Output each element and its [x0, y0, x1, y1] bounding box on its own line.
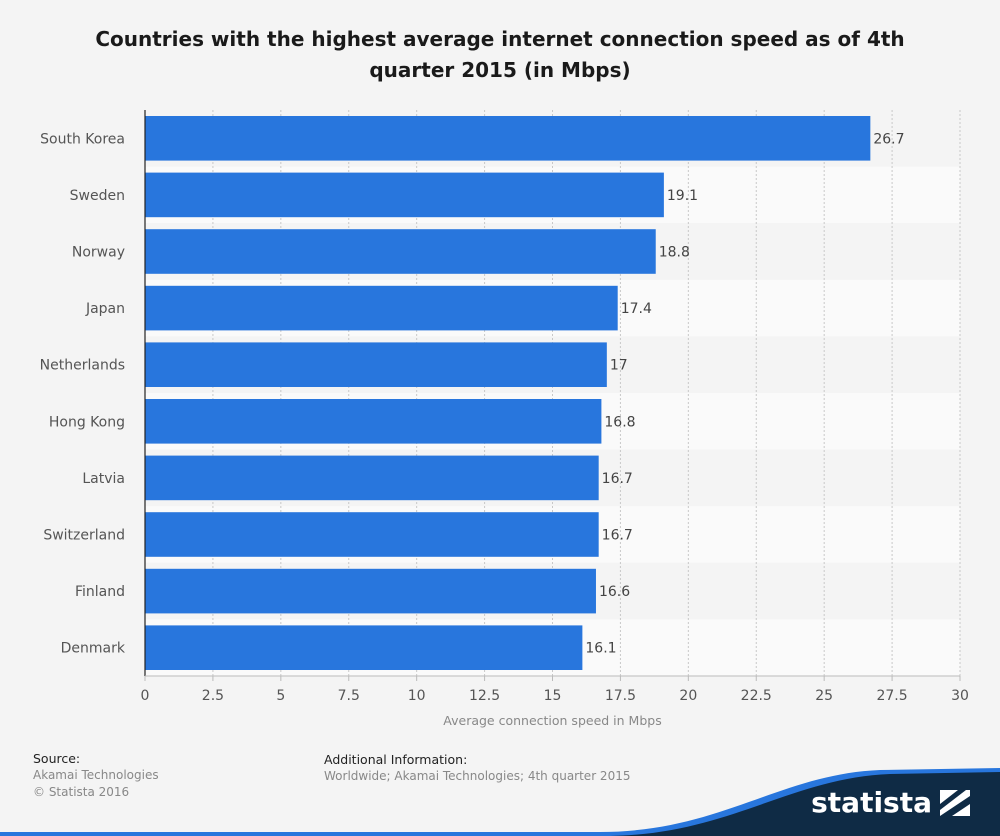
bar	[145, 625, 583, 670]
source-line-1: Akamai Technologies	[33, 768, 159, 782]
category-label: Hong Kong	[49, 414, 125, 430]
bar	[145, 399, 602, 444]
category-label: South Korea	[40, 131, 125, 147]
x-tick-label: 27.5	[876, 688, 907, 704]
data-label: 16.8	[604, 414, 635, 430]
data-label: 16.7	[602, 528, 633, 544]
source-block: Source: Akamai Technologies © Statista 2…	[33, 750, 159, 801]
bar	[145, 116, 871, 161]
x-tick-label: 10	[408, 688, 426, 704]
category-label: Switzerland	[43, 528, 125, 544]
category-label: Finland	[75, 584, 125, 600]
bar	[145, 568, 596, 614]
statista-logo: statista	[811, 786, 970, 819]
category-label: Denmark	[61, 641, 126, 657]
bar	[145, 285, 618, 331]
bar	[145, 229, 656, 274]
category-label: Norway	[72, 245, 125, 261]
bar	[145, 342, 607, 387]
x-tick-label: 22.5	[741, 688, 772, 704]
footer-wave	[0, 768, 1000, 836]
data-label: 16.1	[585, 641, 616, 657]
category-label: Netherlands	[40, 358, 125, 374]
statista-logo-icon	[940, 789, 970, 816]
x-tick-label: 2.5	[202, 688, 224, 704]
x-tick-label: 30	[951, 688, 969, 704]
x-tick-label: 15	[544, 688, 562, 704]
x-tick-label: 0	[141, 688, 150, 704]
category-label: Latvia	[82, 471, 125, 487]
x-tick-label: 7.5	[338, 688, 360, 704]
data-label: 26.7	[873, 131, 904, 147]
x-tick-label: 17.5	[605, 688, 636, 704]
x-tick-label: 25	[815, 688, 833, 704]
category-label: Sweden	[70, 188, 125, 204]
data-label: 19.1	[667, 188, 698, 204]
bar	[145, 512, 599, 557]
source-line-2: © Statista 2016	[33, 785, 130, 799]
bar	[145, 172, 664, 218]
x-axis-label: Average connection speed in Mbps	[443, 713, 661, 728]
additional-info-block: Additional Information: Worldwide; Akama…	[324, 751, 630, 785]
data-label: 16.6	[599, 584, 630, 600]
bar-chart: South Korea 26.7 Sweden 19.1 Norway 18.8 Japan…	[40, 110, 969, 728]
additional-info-text: Worldwide; Akamai Technologies; 4th quar…	[324, 769, 631, 783]
data-label: 18.8	[659, 245, 690, 261]
data-label: 16.7	[602, 471, 633, 487]
additional-info-heading: Additional Information:	[324, 752, 468, 767]
chart-title: Countries with the highest average inter…	[95, 27, 905, 82]
bar	[145, 455, 599, 501]
x-tick-label: 20	[679, 688, 697, 704]
data-label: 17.4	[621, 301, 652, 317]
x-tick-label: 5	[276, 688, 285, 704]
x-tick-label: 12.5	[469, 688, 500, 704]
brand-name: statista	[811, 786, 932, 819]
source-heading: Source:	[33, 751, 81, 766]
category-label: Japan	[85, 301, 125, 317]
data-label: 17	[610, 358, 628, 374]
